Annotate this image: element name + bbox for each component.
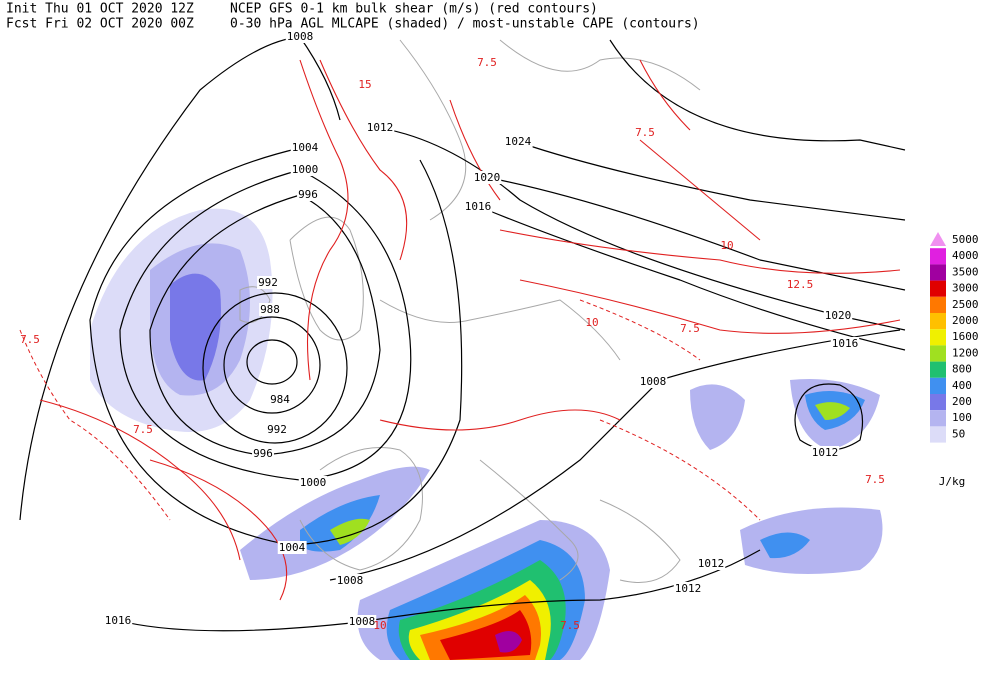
shear-label: 10 — [720, 239, 733, 252]
isobar-label-bg — [335, 574, 365, 587]
legend-swatch — [930, 345, 946, 362]
legend-label: 2000 — [952, 314, 979, 327]
isobar-label: 1008 — [287, 30, 314, 43]
legend-arrow — [930, 232, 946, 246]
coastlines — [239, 39, 701, 583]
isobar-label-bg — [257, 276, 279, 289]
isobar-label-bg — [830, 337, 860, 350]
isobar-label-bg — [290, 163, 320, 176]
legend-unit: J/kg — [939, 475, 966, 488]
product-title: NCEP GFS 0-1 km bulk shear (m/s) (red co… — [230, 2, 598, 17]
legend-label: 3500 — [952, 265, 979, 278]
legend-swatch — [930, 361, 946, 378]
map-domain — [20, 40, 910, 680]
isobar-label-bg — [673, 582, 703, 595]
legend-swatch — [930, 296, 946, 313]
isobar-label-bg — [269, 393, 292, 406]
legend-swatch — [930, 426, 946, 443]
shear-contours-dashed — [19, 299, 761, 521]
isobar-label-bg — [696, 557, 726, 570]
shear-label: 7.5 — [133, 423, 153, 436]
isobar-label-bg — [297, 188, 319, 201]
isobar-label-bg — [347, 615, 377, 628]
isobar-label: 1020 — [474, 171, 501, 184]
legend-label: 3000 — [952, 282, 979, 295]
isobar-label-bg — [252, 447, 274, 460]
legend-label: 50 — [952, 427, 965, 440]
shear-label: 7.5 — [865, 473, 885, 486]
isobar-label-bg — [277, 541, 307, 554]
product-subtitle: 0-30 hPa AGL MLCAPE (shaded) / most-unst… — [230, 17, 700, 32]
isobar-label-bg — [266, 423, 288, 436]
shear-label: 15 — [358, 78, 371, 91]
isobar-label: 984 — [270, 393, 290, 406]
isobar-label: 996 — [298, 188, 318, 201]
legend-label: 1200 — [952, 346, 979, 359]
legend-swatch — [930, 377, 946, 394]
isobar-label: 1008 — [337, 574, 364, 587]
isobar-label: 992 — [258, 276, 278, 289]
legend-swatch — [930, 394, 946, 411]
isobar-label: 988 — [260, 303, 280, 316]
isobar-label: 1024 — [505, 135, 532, 148]
isobar-label-bg — [298, 476, 328, 489]
shear-label: 10 — [585, 316, 598, 329]
isobars — [19, 36, 906, 632]
isobar-label: 1016 — [105, 614, 132, 627]
legend-swatch — [930, 280, 946, 297]
isobar-label-bg — [103, 614, 133, 627]
isobar-label-bg — [810, 446, 840, 459]
isobar-label: 1008 — [349, 615, 376, 628]
isobar-label-bg — [472, 171, 502, 184]
cape-shading — [90, 208, 883, 660]
legend-label: 100 — [952, 411, 972, 424]
legend-swatch — [930, 329, 946, 346]
legend-label: 2500 — [952, 298, 979, 311]
legend: 5000 4000 3500 3000 2500 2000 1600 1200 800 400 20… — [930, 232, 979, 488]
forecast-time: Fcst Fri 02 OCT 2020 00Z — [6, 17, 194, 32]
shear-label: 7.5 — [477, 56, 497, 69]
isobar-label-bg — [823, 309, 853, 322]
init-time: Init Thu 01 OCT 2020 12Z — [6, 2, 194, 17]
legend-label: 4000 — [952, 249, 979, 262]
legend-label: 1600 — [952, 330, 979, 343]
isobar-label: 1020 — [825, 309, 852, 322]
legend-label: 200 — [952, 395, 972, 408]
isobar-label: 1004 — [292, 141, 319, 154]
legend-swatch — [930, 264, 946, 281]
isobar-label: 1012 — [812, 446, 839, 459]
legend-swatch — [930, 248, 946, 265]
isobar-label-bg — [290, 141, 320, 154]
shear-label: 12.5 — [787, 278, 814, 291]
isobar-label: 996 — [253, 447, 273, 460]
isobar-label: 1008 — [640, 375, 667, 388]
shear-contours — [39, 59, 901, 601]
isobar-label-bg — [503, 135, 533, 148]
legend-label: 400 — [952, 379, 972, 392]
isobar-label: 1012 — [367, 121, 394, 134]
isobar-label: 1012 — [698, 557, 725, 570]
isobar-label: 1016 — [465, 200, 492, 213]
isobar-label-bg — [365, 121, 395, 134]
legend-label: 5000 — [952, 233, 979, 246]
isobar-label: 1004 — [279, 541, 306, 554]
legend-label: 800 — [952, 363, 972, 376]
legend-swatch — [930, 410, 946, 427]
isobar-label: 1016 — [832, 337, 859, 350]
isobar-label: 1000 — [292, 163, 319, 176]
shear-label: 10 — [373, 619, 386, 632]
isobar-label-bg — [638, 375, 668, 388]
legend-swatch — [930, 313, 946, 330]
shear-label: 7.5 — [20, 333, 40, 346]
shear-label: 7.5 — [635, 126, 655, 139]
shear-label: 7.5 — [680, 322, 700, 335]
shear-label: 7.5 — [560, 619, 580, 632]
isobar-label: 1000 — [300, 476, 327, 489]
isobar-label-bg — [259, 303, 281, 316]
isobar-label-bg — [463, 200, 493, 213]
isobar-label-bg — [285, 30, 315, 43]
isobar-label: 992 — [267, 423, 287, 436]
isobar-label: 1012 — [675, 582, 702, 595]
